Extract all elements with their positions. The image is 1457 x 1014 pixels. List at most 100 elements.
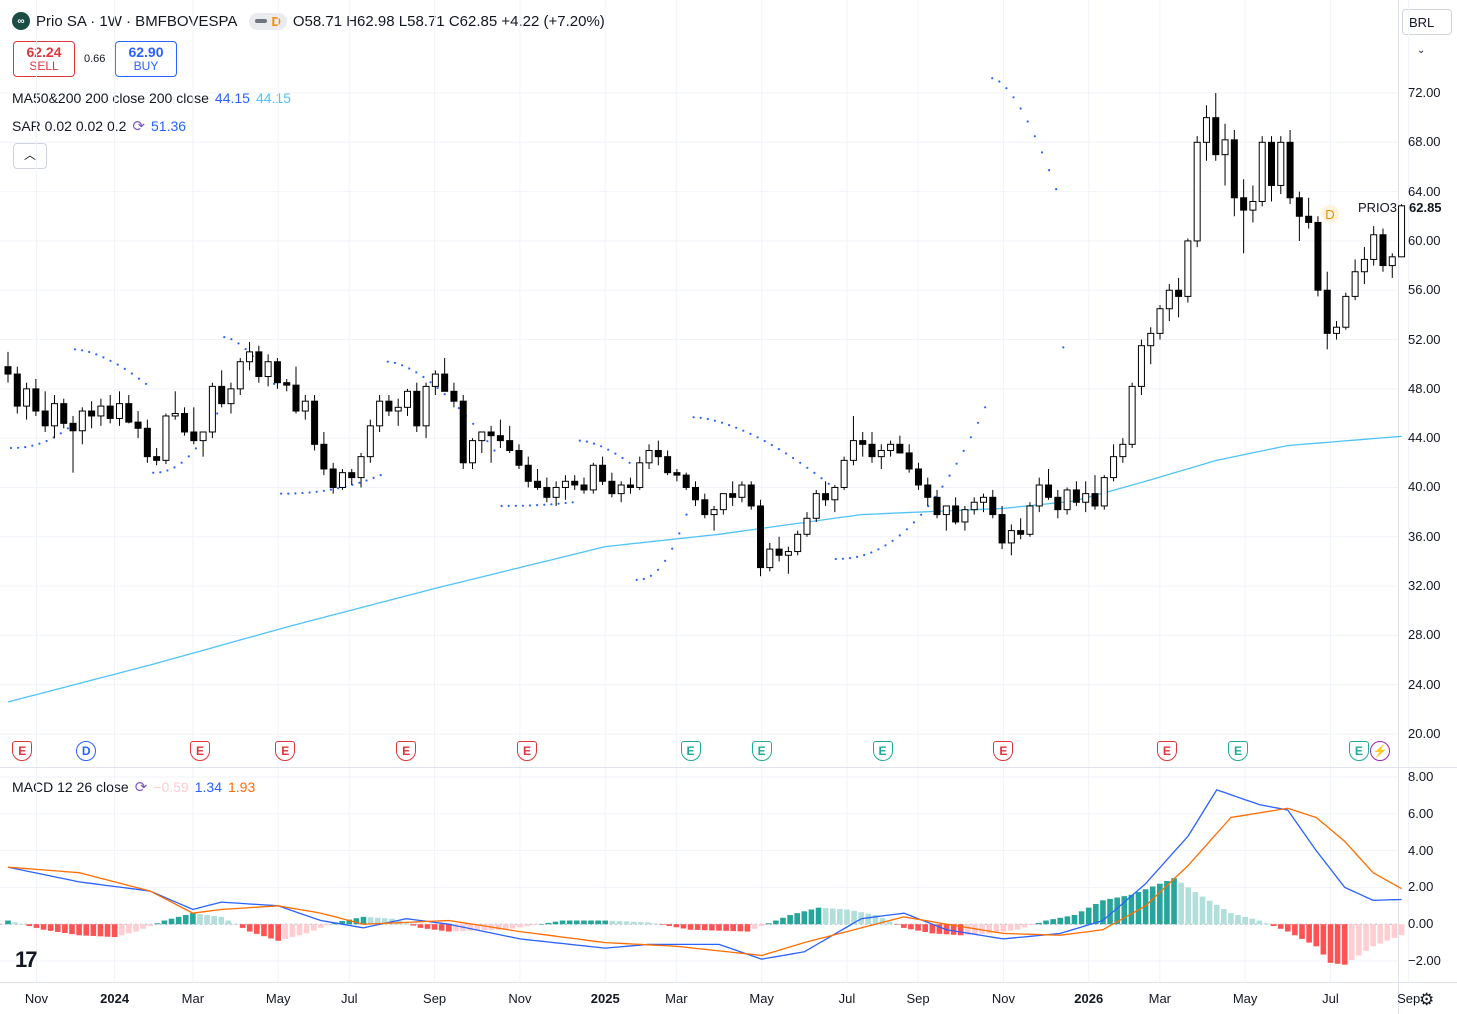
candle-body <box>682 474 690 488</box>
refresh-icon[interactable]: ⟳ <box>134 779 148 796</box>
sar-dot <box>337 487 340 490</box>
candle-body <box>571 480 579 486</box>
price-tick-label: 68.00 <box>1408 134 1441 150</box>
macd-legend-label: MACD 12 26 close <box>12 779 129 795</box>
time-tick-label: Sep <box>423 991 447 1006</box>
candle-body <box>496 435 504 442</box>
candle-body <box>766 548 774 569</box>
macd-hist-bar <box>581 920 587 925</box>
macd-hist-bar <box>865 913 872 925</box>
time-tick-label: Jul <box>1322 991 1339 1006</box>
macd-tick-label: 8.00 <box>1408 769 1434 784</box>
candle-body <box>1184 240 1192 297</box>
macd-hist-bar <box>851 910 857 925</box>
symbol-title[interactable]: Prio SA · 1W · BMFBOVESPA <box>36 12 238 30</box>
candle-body <box>441 373 449 392</box>
macd-legend[interactable]: MACD 12 26 close ⟳ −0.59 1.34 1.93 <box>12 778 255 796</box>
macd-hist-bar <box>1206 900 1213 925</box>
macd-hist-bar <box>680 924 687 929</box>
sar-dot <box>308 491 311 494</box>
macd-tick-label: 6.00 <box>1408 805 1434 821</box>
earnings-event-icon[interactable]: E <box>751 741 772 761</box>
candle-body <box>50 403 58 427</box>
split-event-icon[interactable]: ⚡ <box>1370 741 1391 761</box>
macd-hist-bar <box>168 918 175 925</box>
candle-body <box>236 361 244 390</box>
candle-body <box>422 385 430 427</box>
earnings-event-icon[interactable]: E <box>517 741 538 761</box>
candle-body <box>506 440 514 451</box>
macd-hist-bar <box>225 920 232 925</box>
candle-body <box>1314 221 1322 291</box>
candle-body <box>599 464 607 482</box>
sar-legend[interactable]: SAR 0.02 0.02 0.2 ⟳ 51.36 <box>12 117 186 135</box>
earnings-event-icon[interactable]: E <box>993 741 1014 761</box>
macd-hist-bar <box>794 913 801 925</box>
currency-selector[interactable]: BRL ⌄ <box>1402 9 1452 56</box>
ma-legend-value-2: 44.15 <box>255 90 292 106</box>
sar-dot <box>763 439 766 443</box>
macd-hist-bar <box>33 924 40 928</box>
sar-dot <box>756 436 759 439</box>
macd-hist-bar <box>659 924 665 925</box>
earnings-event-icon[interactable]: E <box>680 741 701 761</box>
sar-dot <box>621 456 624 460</box>
earnings-event-icon[interactable]: E <box>189 741 210 761</box>
sar-dot <box>834 557 837 561</box>
sar-dot <box>564 501 567 505</box>
price-tick-label: 48.00 <box>1408 380 1441 396</box>
refresh-icon[interactable]: ⟳ <box>132 118 145 135</box>
candle-body <box>887 443 895 451</box>
sar-dot <box>24 446 27 449</box>
sar-dot <box>9 446 13 450</box>
macd-hist-bar <box>118 924 125 936</box>
sar-dot <box>429 381 432 384</box>
earnings-event-icon[interactable]: E <box>872 741 893 761</box>
macd-hist-bar <box>481 924 488 931</box>
candle-body <box>301 400 309 412</box>
earnings-event-icon[interactable]: E <box>1348 741 1369 761</box>
sar-dot <box>244 348 247 351</box>
earnings-event-icon[interactable]: E <box>12 741 33 761</box>
collapse-legend-button[interactable]: ︿ <box>13 143 47 169</box>
macd-hist-bar <box>1199 896 1206 925</box>
sar-dot <box>1055 188 1058 191</box>
candle-body <box>812 493 820 519</box>
dividend-event-icon[interactable]: D <box>76 741 97 761</box>
macd-hist-bar <box>1327 924 1334 963</box>
macd-hist-bar <box>758 924 765 927</box>
sar-dot <box>88 350 91 354</box>
buy-button[interactable]: 62.90 BUY <box>115 41 177 77</box>
candle-body <box>561 480 569 488</box>
price-tick-label: 56.00 <box>1408 282 1441 298</box>
ma-legend[interactable]: MA50&200 200 close 200 close 44.15 44.15 <box>12 90 291 106</box>
macd-hist-bar <box>467 924 473 931</box>
macd-hist-bar <box>908 924 914 930</box>
candle-body <box>469 440 477 464</box>
macd-hist-bar <box>751 924 758 929</box>
macd-hist-bar <box>318 924 324 928</box>
macd-hist-bar <box>609 920 616 925</box>
sar-dot <box>799 461 802 464</box>
signal-line <box>7 807 1402 957</box>
earnings-event-icon[interactable]: E <box>275 741 296 761</box>
interval-pill[interactable]: D <box>249 12 287 30</box>
earnings-event-icon[interactable]: E <box>396 741 417 761</box>
macd-hist-bar <box>1178 882 1184 925</box>
macd-tick-label: 2.00 <box>1408 879 1434 895</box>
macd-hist-bar <box>545 922 552 925</box>
macd-hist-bar <box>97 924 104 937</box>
sar-dot <box>95 353 98 356</box>
macd-hist-bar <box>289 924 296 938</box>
sar-dot <box>528 504 532 507</box>
earnings-event-icon[interactable]: E <box>1156 741 1177 761</box>
earnings-event-icon[interactable]: E <box>1228 741 1249 761</box>
sar-dot <box>1026 120 1029 123</box>
sar-dot <box>777 448 781 451</box>
gear-icon[interactable]: ⚙ <box>1419 990 1435 1009</box>
tradingview-logo[interactable]: 17 <box>15 947 38 972</box>
time-tick-label: Jul <box>838 991 856 1006</box>
sar-dot <box>891 539 894 542</box>
macd-hist-bar <box>673 924 680 928</box>
